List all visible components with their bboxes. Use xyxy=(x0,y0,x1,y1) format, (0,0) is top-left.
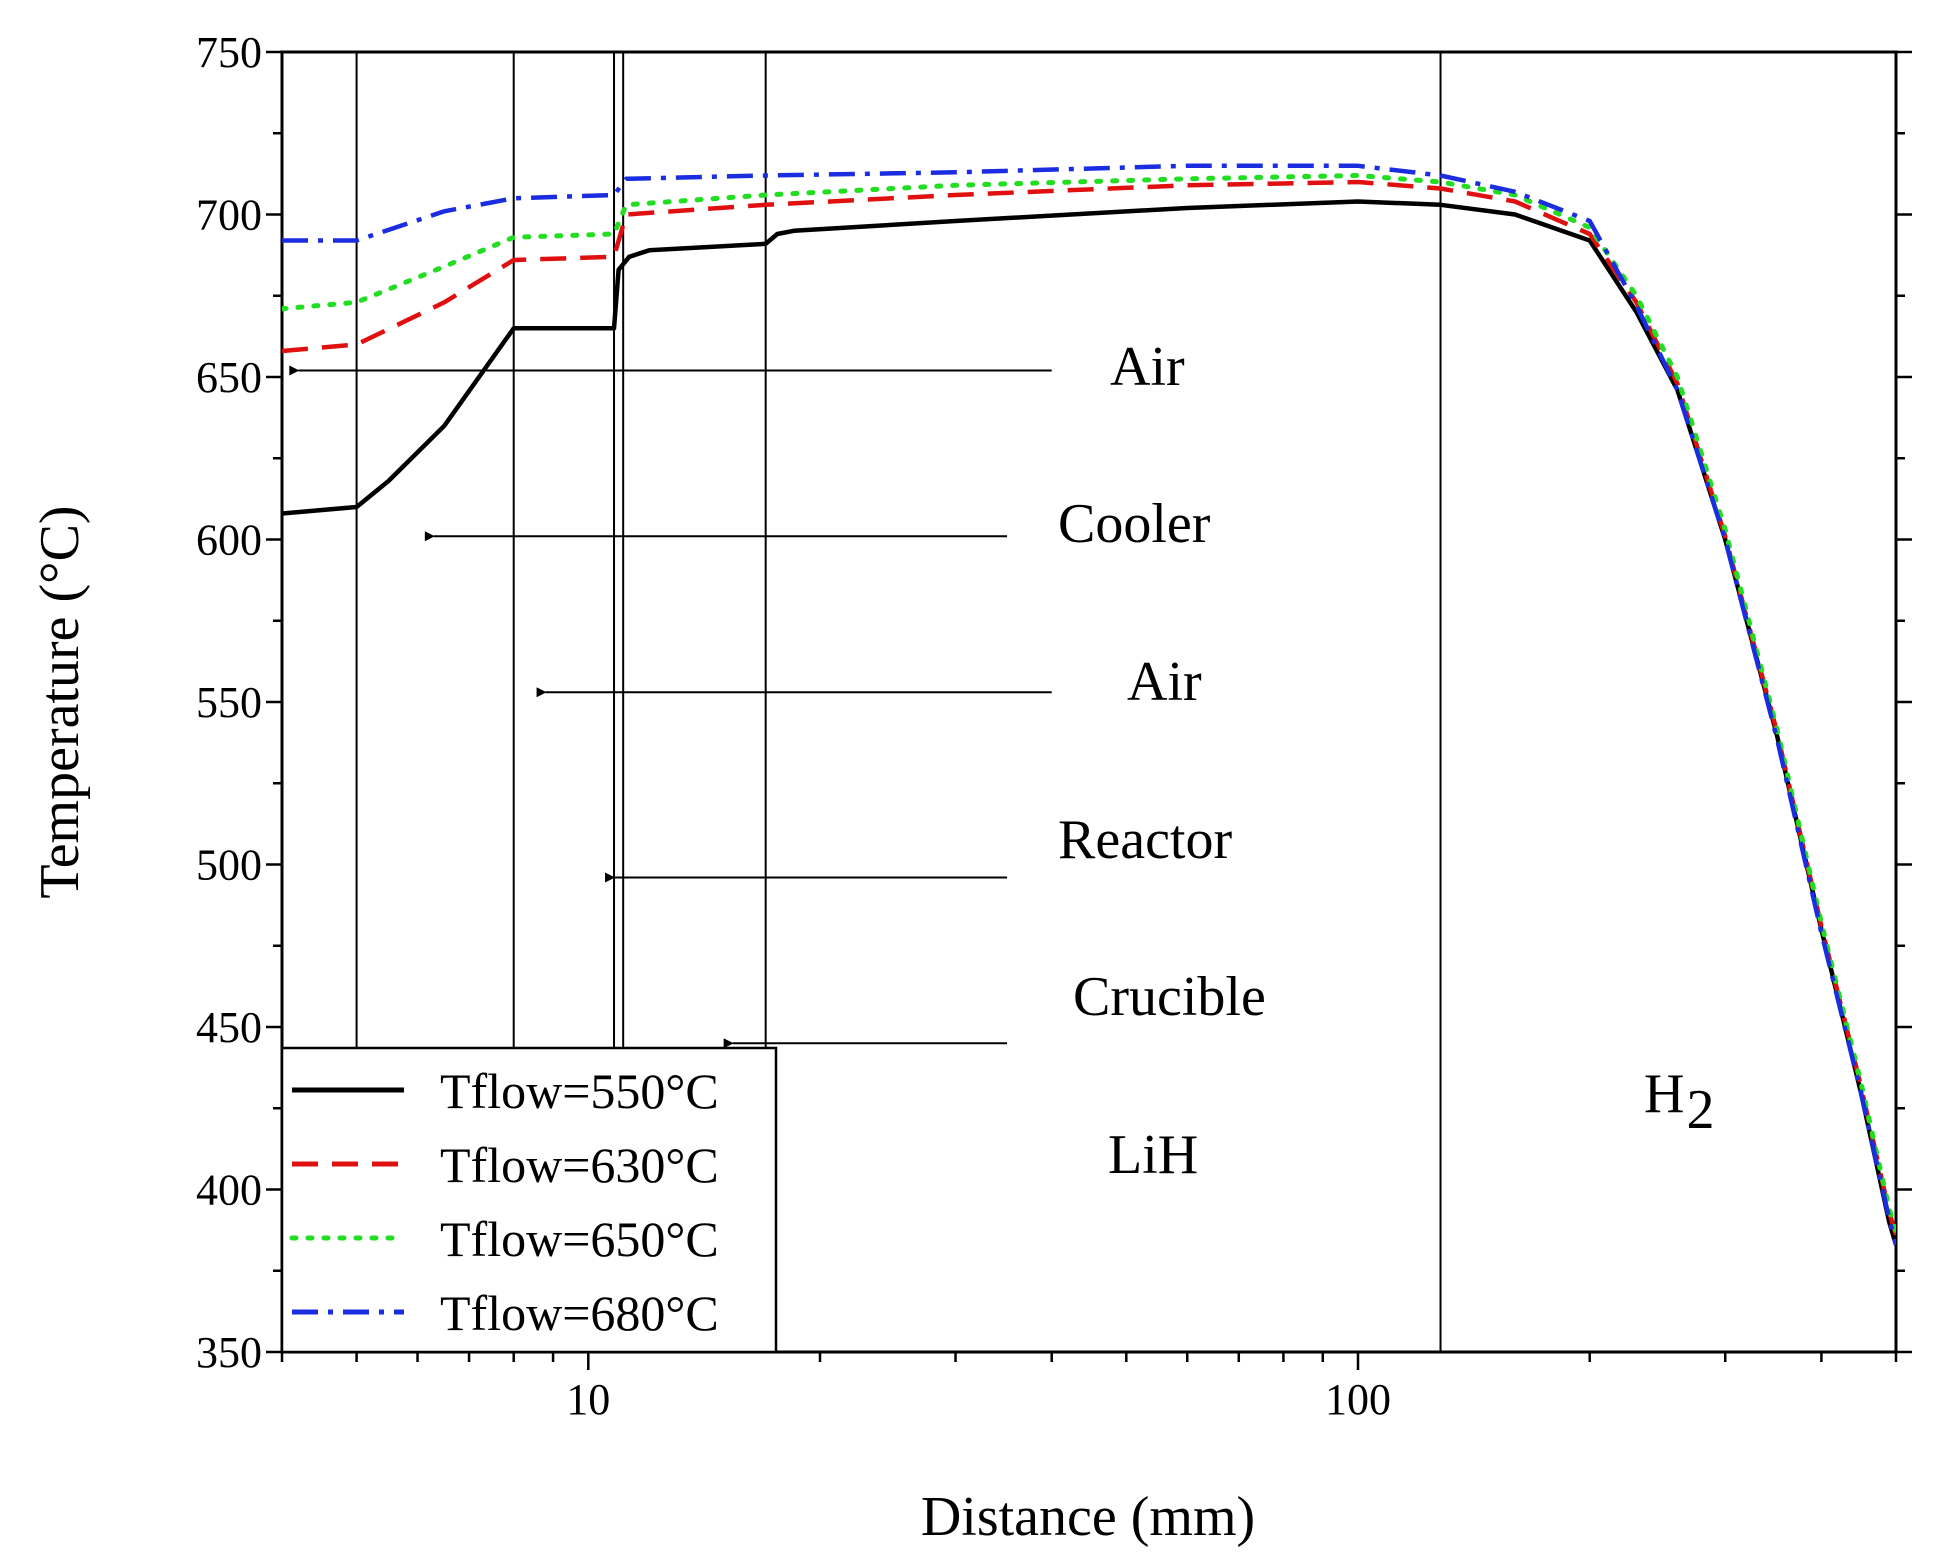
x-tick-label: 100 xyxy=(1325,1375,1391,1424)
y-axis-title: Temperature (°C) xyxy=(29,505,91,898)
series-line-4 xyxy=(282,163,1896,1246)
series-line-2 xyxy=(282,179,1896,1236)
region-annotations: Air Cooler Air Reactor Crucible LiH H 2 xyxy=(289,336,1714,1186)
annotation-label: Air xyxy=(1127,651,1202,713)
y-tick-label: 700 xyxy=(196,191,262,240)
y-tick-label: 400 xyxy=(196,1166,262,1215)
y-axis: 350 400 450 500 550 600 650 700 750 xyxy=(196,28,1912,1377)
annotation-label: Reactor xyxy=(1058,809,1232,871)
annotation-label: Cooler xyxy=(1058,493,1211,555)
legend-label: Tflow=680°C xyxy=(440,1285,719,1341)
legend-label: Tflow=650°C xyxy=(440,1211,719,1267)
legend: Tflow=550°C Tflow=630°C Tflow=650°C Tflow=6… xyxy=(280,1046,778,1354)
annotation-label: Crucible xyxy=(1073,966,1266,1028)
y-tick-label: 750 xyxy=(196,28,262,77)
y-tick-label: 350 xyxy=(196,1328,262,1377)
legend-box xyxy=(280,1046,778,1354)
annotation-label: LiH xyxy=(1108,1124,1198,1186)
y-tick-label: 550 xyxy=(196,678,262,727)
legend-label: Tflow=630°C xyxy=(440,1137,719,1193)
y-tick-label: 450 xyxy=(196,1003,262,1052)
x-axis: 10 100 xyxy=(280,1352,1898,1424)
annotation-label: H xyxy=(1644,1063,1684,1125)
legend-label: Tflow=550°C xyxy=(440,1063,719,1119)
annotation-label: Air xyxy=(1110,336,1185,398)
x-tick-label: 10 xyxy=(566,1375,610,1424)
annotation-subscript: 2 xyxy=(1686,1079,1714,1141)
series-group xyxy=(282,163,1896,1246)
y-tick-label: 600 xyxy=(196,516,262,565)
y-tick-label: 500 xyxy=(196,841,262,890)
y-tick-label: 650 xyxy=(196,353,262,402)
x-axis-title: Distance (mm) xyxy=(921,1486,1255,1548)
